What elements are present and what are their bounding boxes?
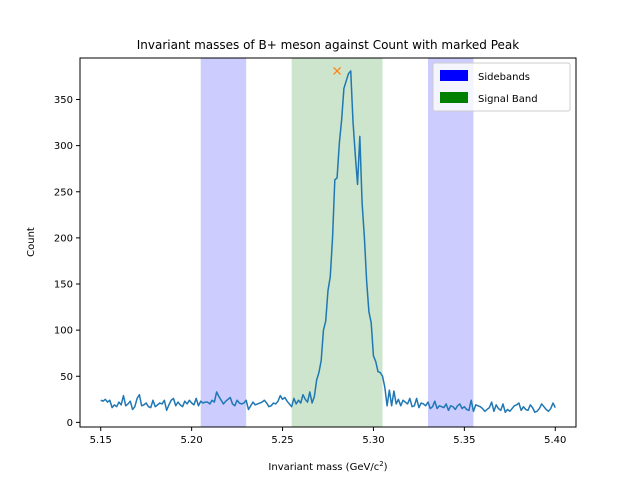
series-layer	[100, 70, 556, 413]
y-tick-label: 50	[60, 372, 73, 383]
x-tick-label: 5.25	[271, 435, 293, 446]
y-axis-label: Count	[26, 227, 37, 257]
legend-label-signal-band: Signal Band	[478, 94, 538, 105]
x-tick-label: 5.30	[362, 435, 384, 446]
chart-title: Invariant masses of B+ meson against Cou…	[137, 38, 520, 52]
x-tick-label: 5.15	[90, 435, 112, 446]
x-axis-label: Invariant mass (GeV/c2)	[268, 460, 387, 473]
x-tick-label: 5.35	[453, 435, 475, 446]
y-tick-label: 150	[54, 280, 73, 291]
y-tick-label: 0	[67, 418, 73, 429]
x-axis-ticks: 5.15 5.20 5.25 5.30 5.35 5.40	[90, 427, 566, 446]
legend-label-sidebands: Sidebands	[478, 72, 530, 83]
x-tick-label: 5.20	[181, 435, 203, 446]
band-layer	[200, 58, 474, 427]
y-tick-label: 350	[54, 95, 73, 106]
peak-marker-layer	[333, 66, 342, 75]
y-tick-label: 250	[54, 187, 73, 198]
y-axis-ticks: 0 50 100 150 200 250 300 350	[54, 95, 80, 429]
series-line-0	[100, 70, 556, 413]
legend-swatch-signal-band	[440, 92, 468, 103]
y-tick-label: 200	[54, 233, 73, 244]
band-sidebands-2	[428, 58, 474, 427]
axes-frame	[79, 57, 577, 428]
legend: Sidebands Signal Band	[432, 62, 571, 112]
y-tick-label: 300	[54, 141, 73, 152]
y-tick-label: 100	[54, 326, 73, 337]
peak-marker	[333, 66, 342, 75]
band-sidebands-0	[200, 58, 247, 427]
legend-swatch-sidebands	[440, 70, 468, 81]
x-tick-label: 5.40	[544, 435, 566, 446]
band-signal-band-1	[291, 58, 383, 427]
